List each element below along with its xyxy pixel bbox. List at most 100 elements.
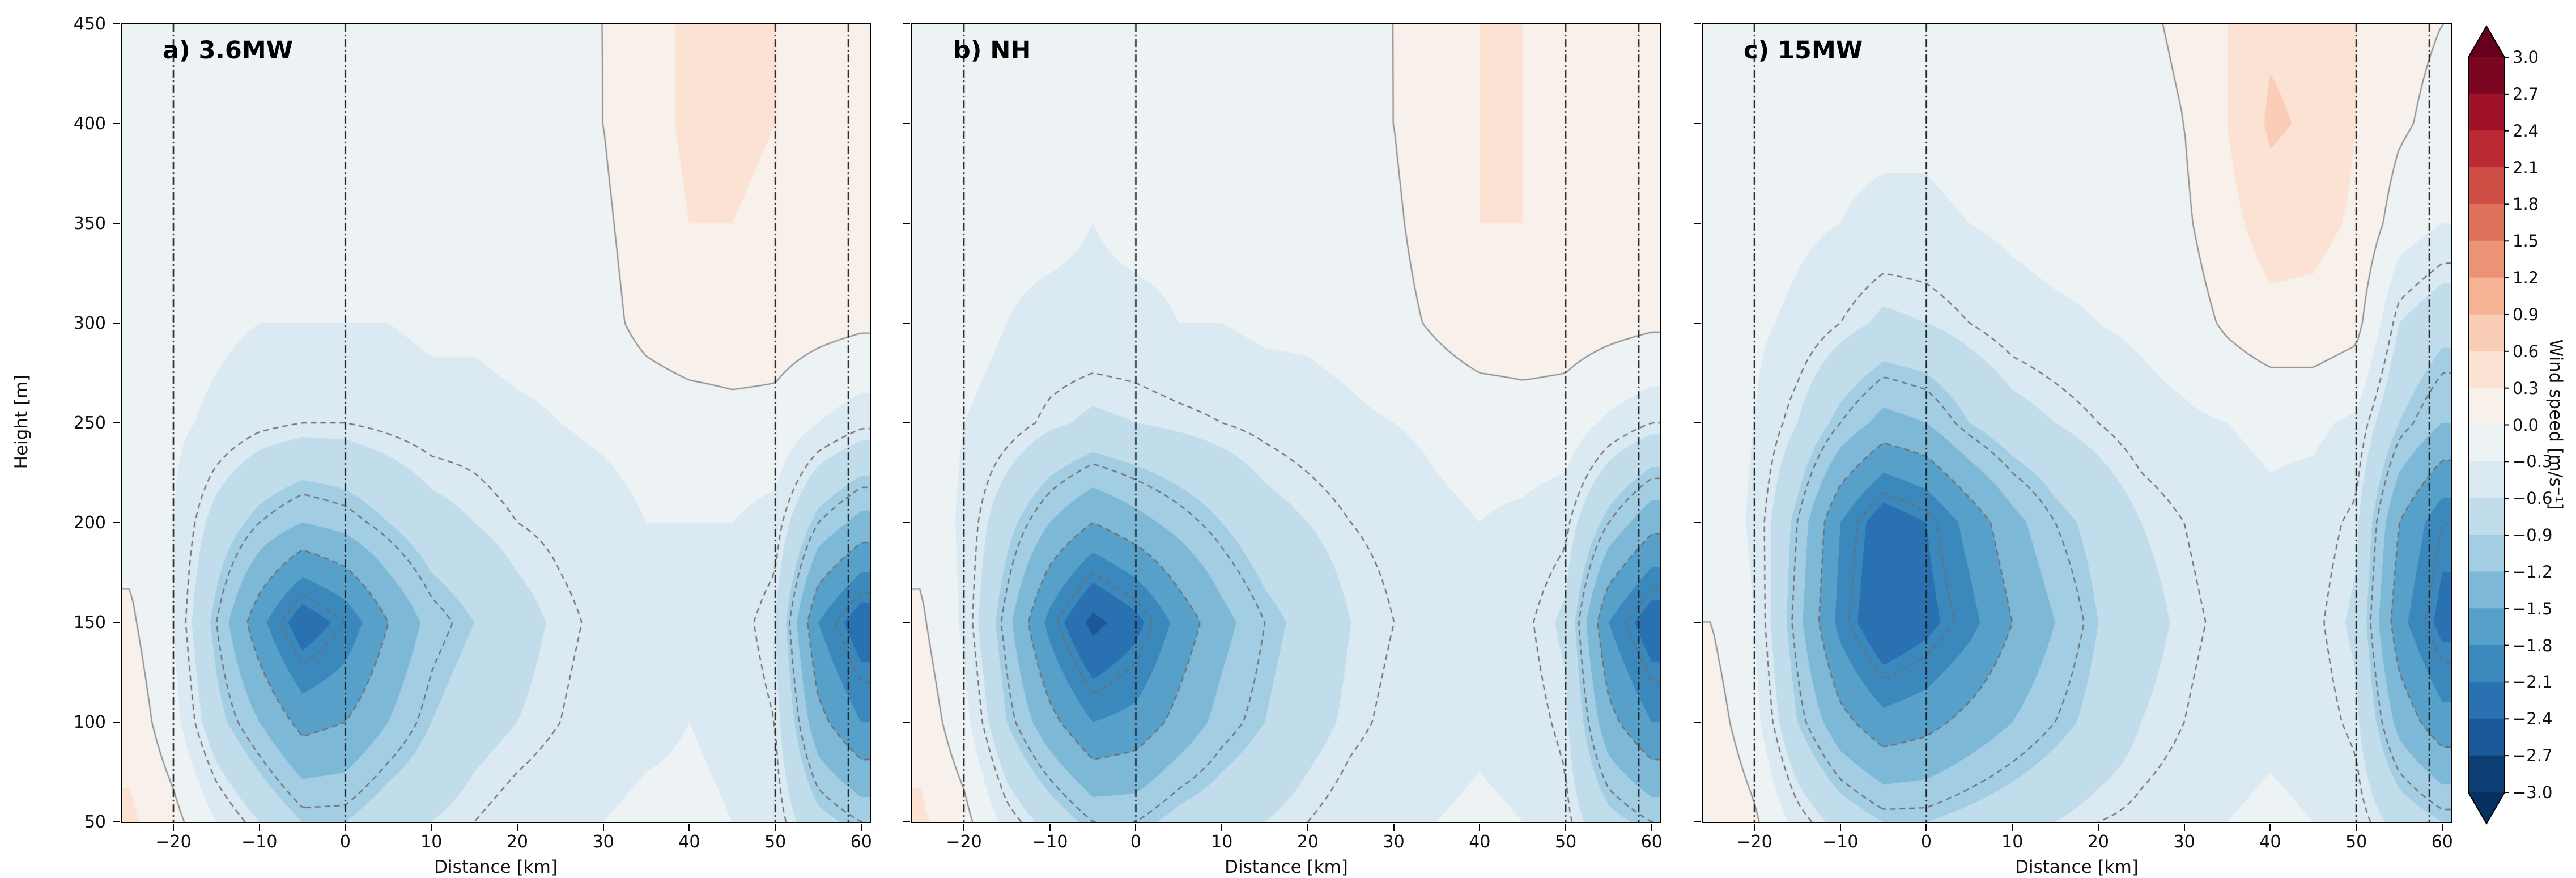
y-tick-label: 400 [73,114,106,134]
y-tick-label: 150 [73,613,106,633]
x-tick-label: −10 [1822,832,1859,852]
colorbar-tick-label: −1.8 [2513,635,2553,655]
colorbar-segment [2468,681,2505,719]
x-tick-mark [2097,824,2099,831]
colorbar-segment [2468,498,2505,536]
y-tick-mark [1694,722,1701,723]
x-tick-label: −20 [155,832,192,852]
y-tick-label: 450 [73,14,106,34]
x-tick-mark [2183,824,2185,831]
colorbar-tick-label: 0.3 [2513,378,2539,398]
colorbar-tick-label: 1.5 [2513,231,2539,251]
y-tick-label: 50 [84,812,106,832]
x-tick-label: 40 [1469,832,1491,852]
y-axis-label: Height [m] [11,374,32,469]
x-tick-label: 30 [592,832,614,852]
y-tick-mark [903,422,910,423]
y-tick-mark [1694,522,1701,523]
contour-canvas-c [1703,24,2451,822]
y-tick-mark [1694,622,1701,623]
x-tick-mark [1479,824,1481,831]
x-tick-label: 0 [1920,832,1932,852]
x-tick-label: 0 [339,832,351,852]
colorbar-tick-label: 2.4 [2513,121,2539,141]
x-tick-mark [345,824,346,831]
colorbar-segment [2468,314,2505,352]
x-tick-mark [860,824,862,831]
x-tick-label: −20 [946,832,982,852]
x-tick-mark [2441,824,2443,831]
colorbar-tick-label: −2.4 [2513,709,2553,729]
y-tick-mark [903,821,910,822]
x-tick-label: 20 [1296,832,1319,852]
x-tick-mark [173,824,175,831]
x-tick-mark [1565,824,1567,831]
x-tick-label: 50 [2345,832,2367,852]
y-tick-mark [113,323,120,324]
y-tick-mark [903,722,910,723]
contour-canvas-a [122,24,870,822]
x-tick-mark [1135,824,1137,831]
y-tick-mark [113,722,120,723]
y-tick-mark [903,622,910,623]
colorbar-tick-label: −0.9 [2513,525,2553,545]
colorbar-tick-label: −0.3 [2513,452,2553,472]
colorbar-segment [2468,755,2505,793]
y-tick-mark [1694,323,1701,324]
y-tick-mark [1694,422,1701,423]
x-tick-label: 10 [2001,832,2024,852]
colorbar-label: Wind speed [m/s⁻¹] [2545,339,2566,510]
y-tick-mark [903,323,910,324]
colorbar-segment [2468,608,2505,646]
x-tick-mark [1049,824,1051,831]
colorbar-tick-label: 2.1 [2513,158,2539,177]
x-tick-label: 30 [2173,832,2195,852]
y-tick-mark [113,123,120,124]
x-tick-mark [258,824,260,831]
x-tick-label: 20 [2087,832,2110,852]
x-tick-label: 0 [1130,832,1142,852]
y-tick-mark [903,23,910,24]
colorbar-segment [2468,167,2505,205]
panel-label: a) 3.6MW [163,36,294,65]
x-tick-mark [2269,824,2271,831]
x-tick-mark [2356,824,2357,831]
y-tick-mark [1694,23,1701,24]
x-tick-mark [602,824,604,831]
y-tick-mark [113,622,120,623]
y-tick-mark [1694,223,1701,224]
x-tick-label: 60 [1640,832,1663,852]
panel-b: b) NH −20 −10 0 10 20 30 40 50 60 Distance [km] [903,23,1663,877]
x-tick-label: 20 [506,832,529,852]
colorbar-segment [2468,645,2505,682]
x-tick-label: 50 [764,832,787,852]
contour-canvas-b [912,24,1660,822]
colorbar-tick-label: 0.0 [2513,415,2539,435]
colorbar-tick-label: 1.8 [2513,194,2539,214]
x-tick-label: 50 [1555,832,1577,852]
colorbar-over-arrow [2468,26,2505,57]
colorbar-segment [2468,535,2505,572]
y-tick-mark [1694,821,1701,822]
colorbar-segment [2468,388,2505,425]
x-tick-label: −10 [1032,832,1068,852]
colorbar-segment [2468,425,2505,462]
colorbar-under-arrow [2468,792,2505,824]
y-tick-mark [113,821,120,822]
colorbar-tick-label: 2.7 [2513,84,2539,104]
x-tick-label: −20 [1736,832,1772,852]
y-tick-mark [903,522,910,523]
y-tick-mark [1694,123,1701,124]
x-tick-label: 60 [2431,832,2453,852]
x-tick-mark [688,824,690,831]
panel-label: b) NH [953,36,1031,65]
colorbar-tick-label: 3.0 [2513,48,2539,67]
panel-label: c) 15MW [1744,36,1863,65]
x-tick-label: 10 [420,832,443,852]
colorbar-svg [2468,25,2509,825]
colorbar-segment [2468,461,2505,499]
colorbar-segment [2468,571,2505,609]
y-tick-mark [903,123,910,124]
x-tick-mark [1393,824,1395,831]
